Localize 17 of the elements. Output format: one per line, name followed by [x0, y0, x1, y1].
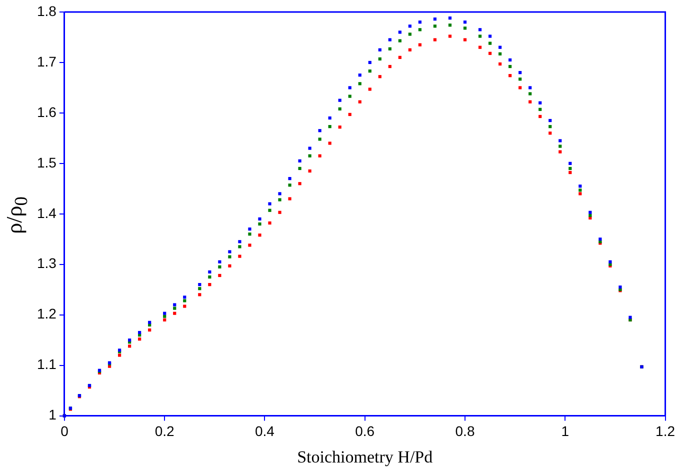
- y-tick-label: 1.2: [36, 306, 57, 322]
- x-tick-label: 1: [561, 423, 570, 440]
- y-tick-label: 1.6: [36, 104, 57, 120]
- x-tick-label: 0.2: [154, 423, 175, 440]
- x-axis-title: Stoichiometry H/Pd: [297, 447, 434, 466]
- y-tick-label: 1.4: [36, 204, 57, 221]
- y-tick-label: 1.1: [36, 356, 57, 372]
- x-tick-label: 0: [60, 423, 69, 440]
- x-tick-label: 0.8: [455, 423, 475, 440]
- y-tick-label: 1.5: [36, 154, 57, 170]
- y-tick-label: 1.3: [36, 255, 57, 272]
- y-tick-label: 1: [48, 406, 57, 423]
- x-tick-label: 0.6: [355, 423, 375, 440]
- x-tick-label: 0.4: [254, 423, 275, 440]
- y-tick-label: 1.7: [36, 53, 57, 70]
- y-tick-label: 1.8: [36, 2, 57, 19]
- x-tick-label: 1.2: [656, 423, 676, 440]
